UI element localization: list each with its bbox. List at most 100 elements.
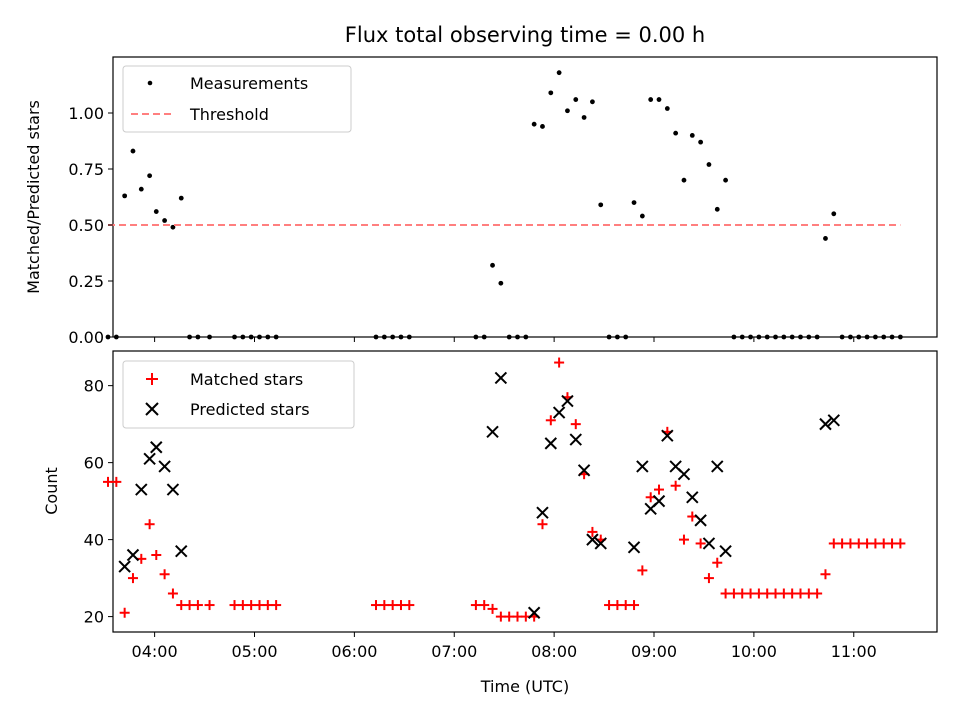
predicted-star-point [711, 460, 724, 473]
x-tick-label: 04:00 [132, 642, 178, 661]
y-tick-label: 0.00 [68, 328, 104, 347]
y-tick-label: 0.75 [68, 160, 104, 179]
predicted-star-point [694, 514, 707, 527]
predicted-star-point [819, 417, 832, 431]
measurement-point [814, 334, 820, 340]
measurement-point [831, 211, 837, 217]
x-tick-label: 05:00 [231, 642, 277, 661]
measurement-point [848, 334, 853, 340]
measurement-point [565, 108, 570, 114]
measurement-point [573, 97, 579, 102]
measurement-point [406, 334, 412, 340]
bottom-y-axis: 20 40 60 80 [84, 377, 113, 627]
measurement-point [781, 334, 787, 340]
matched-star-point [654, 484, 665, 495]
matched-star-point [895, 538, 906, 549]
matched-star-point [404, 600, 415, 611]
matched-star-point [712, 557, 723, 568]
measurement-point [556, 70, 562, 76]
measurement-point [122, 193, 128, 199]
x-tick-label: 06:00 [331, 642, 377, 661]
measurement-point [756, 334, 762, 340]
measurement-point [856, 334, 862, 340]
measurement-point [257, 334, 262, 340]
measurement-point [523, 334, 529, 340]
matched-star-point [111, 476, 122, 487]
measurement-point [656, 97, 662, 102]
predicted-star-point [586, 533, 599, 546]
measurement-point [113, 334, 119, 340]
matched-star-point [820, 569, 831, 580]
measurement-point [764, 334, 770, 340]
measurement-point [178, 195, 184, 201]
y-tick-label: 0.50 [68, 216, 104, 235]
y-tick-label: 60 [84, 454, 104, 473]
matched-star-point [144, 519, 155, 530]
measurement-point [531, 121, 537, 127]
measurement-point [232, 334, 237, 340]
measurement-point [614, 334, 620, 340]
measurement-point [739, 334, 745, 340]
measurement-point [731, 334, 737, 340]
measurement-point [864, 334, 870, 340]
matched-star-point [167, 588, 178, 599]
measurement-point [873, 334, 878, 340]
measurement-point [598, 202, 604, 208]
measurement-point [540, 124, 545, 129]
predicted-star-point [175, 544, 188, 558]
bottom-legend: Matched stars Predicted stars [122, 360, 355, 429]
predicted-star-point [677, 467, 691, 481]
measurement-point [881, 334, 887, 340]
measurement-point [889, 334, 895, 340]
matched-star-point [587, 526, 598, 537]
matched-star-point [204, 600, 215, 611]
measurement-point [823, 236, 828, 241]
matched-star-point [629, 600, 640, 611]
x-tick-label: 08:00 [531, 642, 577, 661]
matched-star-point [159, 569, 170, 580]
predicted-star-point [158, 460, 171, 473]
measurement-point [798, 334, 803, 340]
predicted-star-point [536, 506, 549, 519]
measurement-point [490, 262, 495, 268]
measurement-point [138, 186, 144, 192]
measurement-point [390, 334, 396, 340]
measurement-point [590, 99, 595, 105]
measurement-point [240, 334, 246, 340]
y-tick-label: 0.25 [68, 272, 104, 291]
top-x-ticks [154, 337, 855, 342]
measurement-point [648, 97, 654, 102]
measurement-point [897, 334, 903, 340]
measurement-point [273, 334, 279, 340]
predicted-star-point [544, 437, 558, 450]
bottom-plot-marks [103, 357, 906, 622]
predicted-star-point [686, 491, 699, 504]
predicted-star-point [486, 425, 499, 439]
predicted-star-point [569, 433, 582, 446]
measurement-point [773, 334, 778, 340]
predicted-star-point [661, 429, 674, 442]
predicted-star-point [150, 441, 163, 454]
measurement-point [153, 209, 159, 214]
matched-star-point [554, 357, 565, 368]
matched-star-point [695, 538, 706, 549]
measurement-point [498, 280, 504, 286]
predicted-star-point [135, 483, 148, 496]
top-plot-marks [105, 70, 903, 340]
measurement-point [748, 334, 753, 340]
measurement-point [548, 90, 554, 96]
predicted-star-point [719, 544, 732, 558]
measurement-point [506, 334, 512, 340]
matched-star-point [537, 519, 548, 530]
legend-label-measurements: Measurements [190, 74, 308, 93]
measurement-point [631, 200, 637, 206]
matched-star-point [812, 588, 823, 599]
predicted-star-point [126, 548, 140, 562]
measurement-point [789, 334, 795, 340]
measurement-point [398, 334, 404, 340]
matched-star-point [192, 600, 203, 611]
x-tick-label: 10:00 [731, 642, 777, 661]
predicted-star-point [636, 460, 649, 473]
predicted-star-point [494, 371, 508, 385]
